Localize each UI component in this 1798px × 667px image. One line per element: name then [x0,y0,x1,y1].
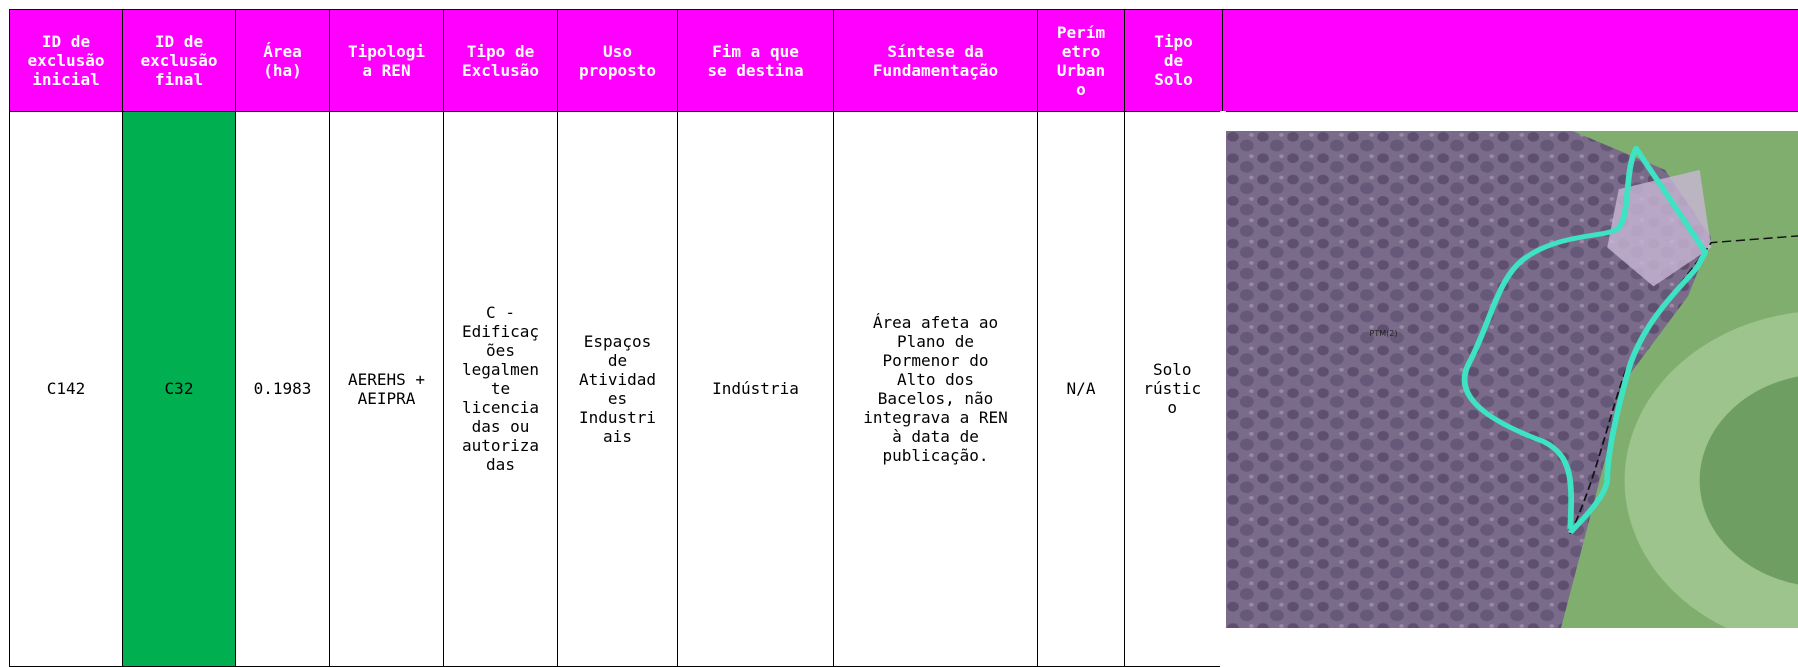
header-cell: Fim a que se destina [678,10,834,112]
cell: Indústria [678,112,834,667]
cell: C32 [123,112,236,667]
header-cell: Perím etro Urban o [1038,10,1125,112]
page: {"table": { "header": ["ID de\nexclusão\… [0,0,1798,609]
header-row: ID de exclusão inicial ID de exclusão fi… [10,10,1798,112]
cell: Área afeta ao Plano de Pormenor do Alto … [834,112,1038,667]
header-cell: Síntese da Fundamentação [834,10,1038,112]
cell: Solo rústic o [1125,112,1223,667]
header-cell: ID de exclusão final [123,10,236,112]
header-cell [1223,10,1798,112]
data-row: C142 C32 0.1983 AEREHS + AEIPRA C - Edif… [10,112,1798,667]
map-cell: PTM(2) [1223,112,1798,667]
cell: C142 [10,112,123,667]
cell: N/A [1038,112,1125,667]
header-cell: Tipologi a REN [330,10,444,112]
map-label: PTM(2) [1370,324,1398,343]
cell: C - Edificaç ões legalmen te licencia da… [444,112,558,667]
header-cell: Tipo de Solo [1125,10,1223,112]
exclusion-table: ID de exclusão inicial ID de exclusão fi… [9,9,1798,667]
header-cell: Tipo de Exclusão [444,10,558,112]
header-cell: ID de exclusão inicial [10,10,123,112]
header-cell: Área (ha) [236,10,330,112]
cell: AEREHS + AEIPRA [330,112,444,667]
map-image [1226,131,1798,628]
cell: 0.1983 [236,112,330,667]
cell: Espaços de Atividad es Industri ais [558,112,678,667]
header-cell: Uso proposto [558,10,678,112]
